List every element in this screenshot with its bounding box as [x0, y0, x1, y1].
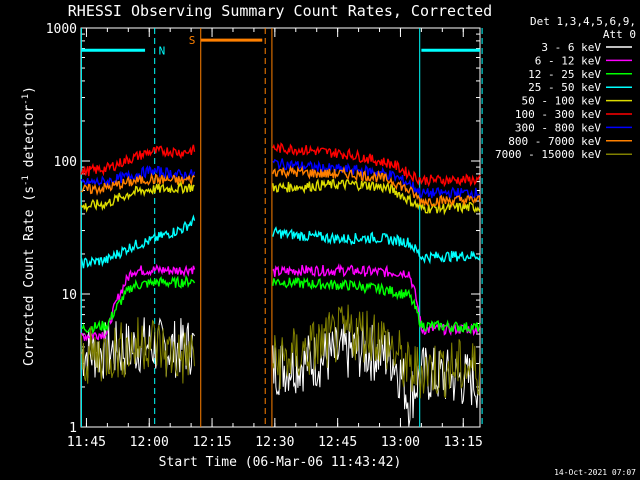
series-layer	[80, 142, 481, 427]
series-line-2	[81, 274, 196, 335]
series-line-7	[80, 172, 196, 197]
series-line-8	[80, 317, 195, 384]
series-line-0	[272, 321, 481, 427]
chart-title: RHESSI Observing Summary Count Rates, Co…	[68, 2, 492, 20]
series-line-0	[80, 317, 195, 379]
x-tick-label: 12:30	[255, 435, 294, 450]
y-tick-labels: 1 10 100 1000	[46, 22, 77, 436]
series-line-5	[80, 144, 196, 177]
series-line-1	[272, 263, 481, 337]
legend-label: 25 - 50 keV	[528, 81, 601, 94]
legend-label: 3 - 6 keV	[541, 41, 601, 54]
y-tick-label: 10	[61, 288, 77, 303]
series-line-4	[272, 178, 481, 216]
x-tick-labels: 11:45 12:00 12:15 12:30 12:45 13:00 13:15	[67, 435, 483, 450]
x-tick-label: 12:00	[130, 435, 169, 450]
legend-label: 12 - 25 keV	[528, 68, 601, 81]
series-line-4	[80, 180, 195, 213]
y-tick-label: 1	[69, 421, 77, 436]
legend-label: 7000 - 15000 keV	[495, 148, 601, 161]
flag-label: N	[159, 44, 166, 57]
legend-label: 6 - 12 keV	[535, 54, 602, 67]
legend-header-line-2: Att 0	[603, 28, 636, 41]
x-tick-label: 12:45	[318, 435, 357, 450]
y-tick-label: 1000	[46, 22, 77, 37]
legend-label: 100 - 300 keV	[515, 108, 601, 121]
series-line-2	[272, 276, 481, 335]
footer-timestamp: 14-Oct-2021 07:07	[554, 468, 636, 477]
x-tick-label: 11:45	[67, 435, 106, 450]
x-tick-label: 13:15	[444, 435, 483, 450]
series-line-8	[272, 304, 481, 399]
x-tick-label: 12:15	[192, 435, 231, 450]
series-line-3	[272, 226, 481, 265]
x-tick-label: 13:00	[381, 435, 420, 450]
x-axis-label: Start Time (06-Mar-06 11:43:42)	[159, 455, 402, 470]
legend-label: 50 - 100 keV	[522, 95, 602, 108]
series-line-6	[272, 158, 481, 200]
y-axis-label: Corrected Count Rate (s-1 detector-1)	[21, 86, 37, 366]
legend-label: 800 - 7000 keV	[508, 135, 601, 148]
series-line-7	[272, 165, 481, 209]
legend-label: 300 - 800 keV	[515, 121, 601, 134]
attenuator-flags: NS	[80, 28, 483, 427]
series-line-6	[80, 164, 196, 187]
legend-header-line-1: Det 1,3,4,5,6,9,	[530, 15, 636, 28]
series-line-3	[80, 214, 196, 269]
series-line-5	[272, 142, 481, 188]
series-line-1	[80, 263, 196, 342]
y-tick-label: 100	[54, 155, 77, 170]
flag-label: S	[189, 34, 196, 47]
